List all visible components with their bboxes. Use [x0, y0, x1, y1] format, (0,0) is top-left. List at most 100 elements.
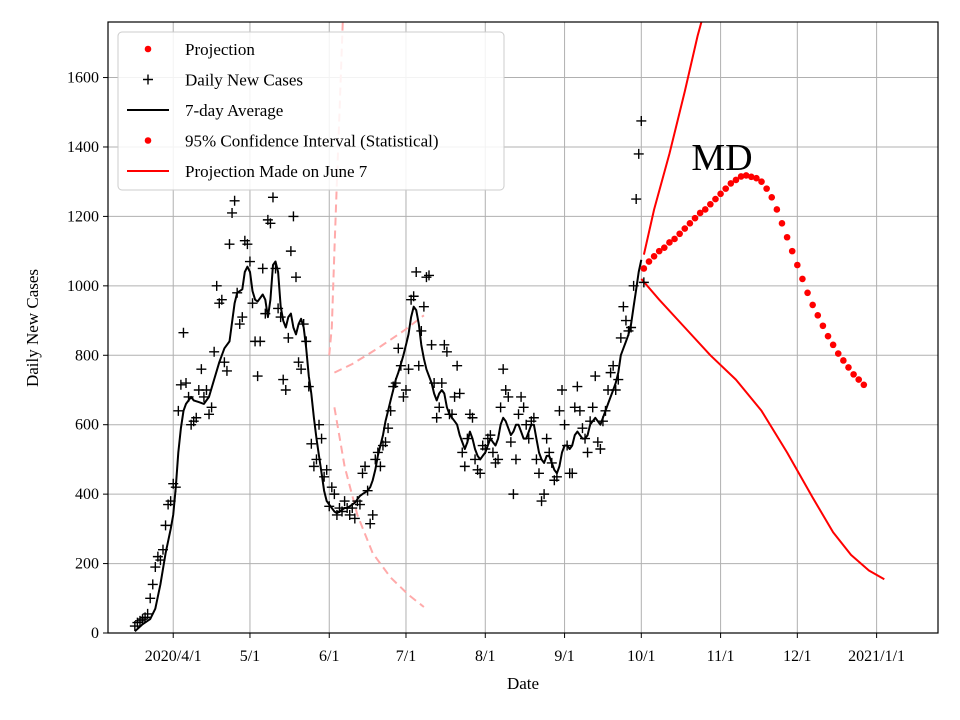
- series-7-day-average: [134, 259, 643, 633]
- data-point-plus: [232, 287, 243, 298]
- data-point-plus: [344, 509, 355, 520]
- projection-point: [701, 206, 709, 213]
- projection-point: [763, 185, 770, 192]
- projection-point: [747, 173, 755, 181]
- x-tick-label: 5/1: [240, 648, 260, 665]
- data-point-plus: [605, 367, 616, 378]
- projection-point: [824, 332, 832, 340]
- x-tick-label: 2020/4/1: [145, 648, 202, 665]
- y-tick-label: 800: [75, 347, 99, 364]
- data-point-plus: [613, 374, 624, 385]
- data-point-plus: [541, 433, 552, 444]
- data-point-plus: [408, 291, 419, 302]
- y-axis-label: Daily New Cases: [23, 269, 42, 387]
- legend-item: 7-day Average: [127, 101, 283, 120]
- data-point-plus: [436, 378, 447, 389]
- data-point-plus: [557, 384, 568, 395]
- data-point-plus: [516, 391, 527, 402]
- legend-label: Daily New Cases: [185, 71, 303, 90]
- projection-point: [661, 244, 668, 251]
- data-point-plus: [242, 239, 253, 250]
- data-point-plus: [510, 454, 521, 465]
- data-point-plus: [173, 405, 184, 416]
- data-point-plus: [227, 207, 238, 218]
- data-point-plus: [580, 433, 591, 444]
- data-point-plus: [319, 471, 330, 482]
- projection-point: [707, 200, 714, 208]
- projection-point: [742, 172, 750, 179]
- projection-point: [819, 322, 827, 330]
- projection-point: [671, 235, 678, 243]
- data-point-plus: [183, 391, 194, 402]
- data-point-plus: [298, 319, 309, 330]
- data-point-plus: [636, 115, 647, 126]
- legend-label: Projection: [185, 40, 255, 59]
- x-tick-label: 6/1: [319, 648, 339, 665]
- data-point-plus: [620, 315, 631, 326]
- data-point-plus: [431, 412, 442, 423]
- data-point-plus: [597, 416, 608, 427]
- data-point-plus: [324, 501, 335, 512]
- projection-point: [732, 176, 740, 184]
- data-point-plus: [280, 384, 291, 395]
- data-point-plus: [467, 412, 478, 423]
- projection-point: [650, 253, 658, 260]
- projection-point: [696, 209, 704, 217]
- data-point-plus: [559, 419, 570, 430]
- data-point-plus: [631, 194, 642, 205]
- data-point-plus: [221, 365, 232, 376]
- legend-box: [117, 31, 505, 191]
- data-point-plus: [349, 513, 360, 524]
- data-point-plus: [454, 388, 465, 399]
- data-point-plus: [296, 364, 307, 375]
- data-point-plus: [137, 614, 148, 625]
- data-point-plus: [337, 506, 348, 517]
- data-point-plus: [551, 471, 562, 482]
- projection-point: [640, 265, 648, 272]
- data-point-plus: [204, 409, 215, 420]
- x-tick-label: 9/1: [554, 648, 574, 665]
- data-point-plus: [170, 482, 181, 493]
- projection-made-on-june-7-line: [640, 278, 885, 581]
- data-point-plus: [577, 423, 588, 434]
- projection-point: [804, 289, 811, 297]
- projection-point: [753, 174, 760, 182]
- data-point-plus: [626, 322, 637, 333]
- projection-point: [809, 301, 816, 309]
- data-point-plus: [219, 357, 230, 368]
- data-point-plus: [528, 412, 539, 423]
- series-95-confidence-interval-statistical: [642, 22, 703, 255]
- data-point-plus: [418, 301, 429, 312]
- data-point-plus: [191, 412, 202, 423]
- projection-point: [829, 341, 837, 349]
- y-tick-label: 400: [75, 486, 99, 503]
- data-point-plus: [311, 454, 322, 465]
- data-point-plus: [155, 555, 166, 566]
- projection-point: [666, 239, 673, 246]
- 95-confidence-interval-statistical-line: [642, 22, 703, 255]
- legend-label: Projection Made on June 7: [185, 162, 368, 181]
- data-point-plus: [493, 454, 504, 465]
- data-point-plus: [216, 294, 227, 305]
- projection-point: [758, 178, 765, 185]
- data-point-plus: [513, 409, 524, 420]
- series-projection: [640, 172, 868, 389]
- data-point-plus: [610, 384, 621, 395]
- data-point-plus: [370, 454, 381, 465]
- projection-point: [768, 194, 776, 201]
- projection-point: [676, 230, 683, 238]
- data-point-plus: [157, 544, 168, 555]
- data-point-plus: [500, 384, 511, 395]
- projection-point: [681, 225, 689, 232]
- data-point-plus: [590, 371, 601, 382]
- data-point-plus: [278, 374, 289, 385]
- data-point-plus: [326, 482, 337, 493]
- data-point-plus: [360, 461, 371, 472]
- legend: Projection Daily New Cases 7-day Average 95…: [117, 31, 505, 191]
- series-june-7-confidence-interval-upper: [333, 314, 425, 374]
- series-daily-new-cases: [129, 115, 649, 632]
- y-tick-label: 600: [75, 417, 99, 434]
- data-point-plus: [562, 440, 573, 451]
- data-point-plus: [211, 280, 222, 291]
- data-point-plus: [608, 360, 619, 371]
